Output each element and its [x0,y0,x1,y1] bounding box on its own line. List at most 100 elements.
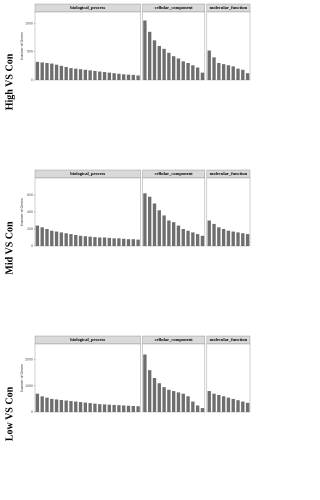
bar [212,223,216,246]
bar [181,229,185,246]
bar [122,74,126,80]
facet-title: molecular_function [210,337,248,342]
bar [167,52,171,80]
bar [157,383,161,412]
bar [157,210,161,246]
bar [186,230,190,246]
bar [167,220,171,246]
facet-title: molecular_function [210,5,248,10]
bar [231,398,235,412]
bar [236,68,240,80]
bar [171,56,176,80]
bar [207,220,211,246]
bar [126,239,131,246]
bar [162,387,166,412]
bar [64,400,68,412]
bar [226,65,231,80]
bar [200,72,205,80]
bar [186,396,190,412]
facet-title: biological_process [70,171,105,176]
bar [181,393,185,412]
bar [241,401,245,412]
bar [83,236,88,246]
bar [162,215,166,246]
bar [93,237,97,246]
bar [102,237,107,246]
bar [102,404,107,412]
bar [93,70,97,80]
bar [98,404,102,412]
y-tick-label: 600 [27,193,33,197]
bar [217,395,221,412]
bar [241,233,245,246]
bar [117,73,121,80]
bar [186,63,190,80]
bar [54,399,59,412]
bar [176,392,181,412]
bar [78,402,83,412]
y-axis-title: Number of Genes [20,198,24,226]
bar [162,48,166,80]
bar [221,396,226,412]
bar [207,50,211,80]
bar [112,73,116,80]
bar [59,399,64,412]
bar [195,405,200,412]
bar [241,69,245,80]
y-tick-label: 0 [31,78,33,82]
bar [171,222,176,246]
y-tick-label: 200 [27,227,33,231]
facet-title: biological_process [70,5,105,10]
bar [148,370,152,412]
row-label: Low VS Con [4,386,15,441]
bar [148,196,152,246]
bar [74,234,78,246]
bar [78,235,83,246]
bar [152,203,157,246]
bar [167,389,171,412]
bar [212,393,216,412]
y-axis-title: Number of Genes [20,364,24,392]
bar [50,63,54,80]
bar [50,398,54,412]
bar [35,225,40,246]
bar [88,236,92,246]
bar [245,402,250,412]
bar [74,401,78,412]
bar [207,391,211,412]
bar [74,68,78,80]
bar [245,234,250,246]
bar [88,403,92,412]
figure: High VS Con Number of Genes 0 500 1000 biolog… [4,3,251,441]
bar [152,40,157,80]
bar [231,66,235,80]
bar [176,225,181,246]
bar [59,65,64,80]
bar [112,238,116,246]
bar [64,66,68,80]
bar [136,75,140,80]
bar [131,405,135,412]
bar [191,232,195,246]
bar [45,63,49,80]
bar [191,401,195,412]
bar [40,62,44,80]
bar [107,237,112,246]
bar [136,239,140,246]
facet-title: molecular_function [210,171,248,176]
bar [69,401,73,412]
y-tick-label: 0 [31,410,33,414]
bar [117,238,121,246]
bar [35,61,40,80]
bar [98,237,102,246]
bar [107,404,112,412]
bar [226,397,231,412]
bar [40,396,44,412]
bar [143,193,147,246]
bar [195,234,200,246]
bar [200,235,205,246]
y-tick-label: 1000 [25,384,33,388]
bar [83,402,88,412]
y-axis-title: Number of Genes [20,32,24,60]
